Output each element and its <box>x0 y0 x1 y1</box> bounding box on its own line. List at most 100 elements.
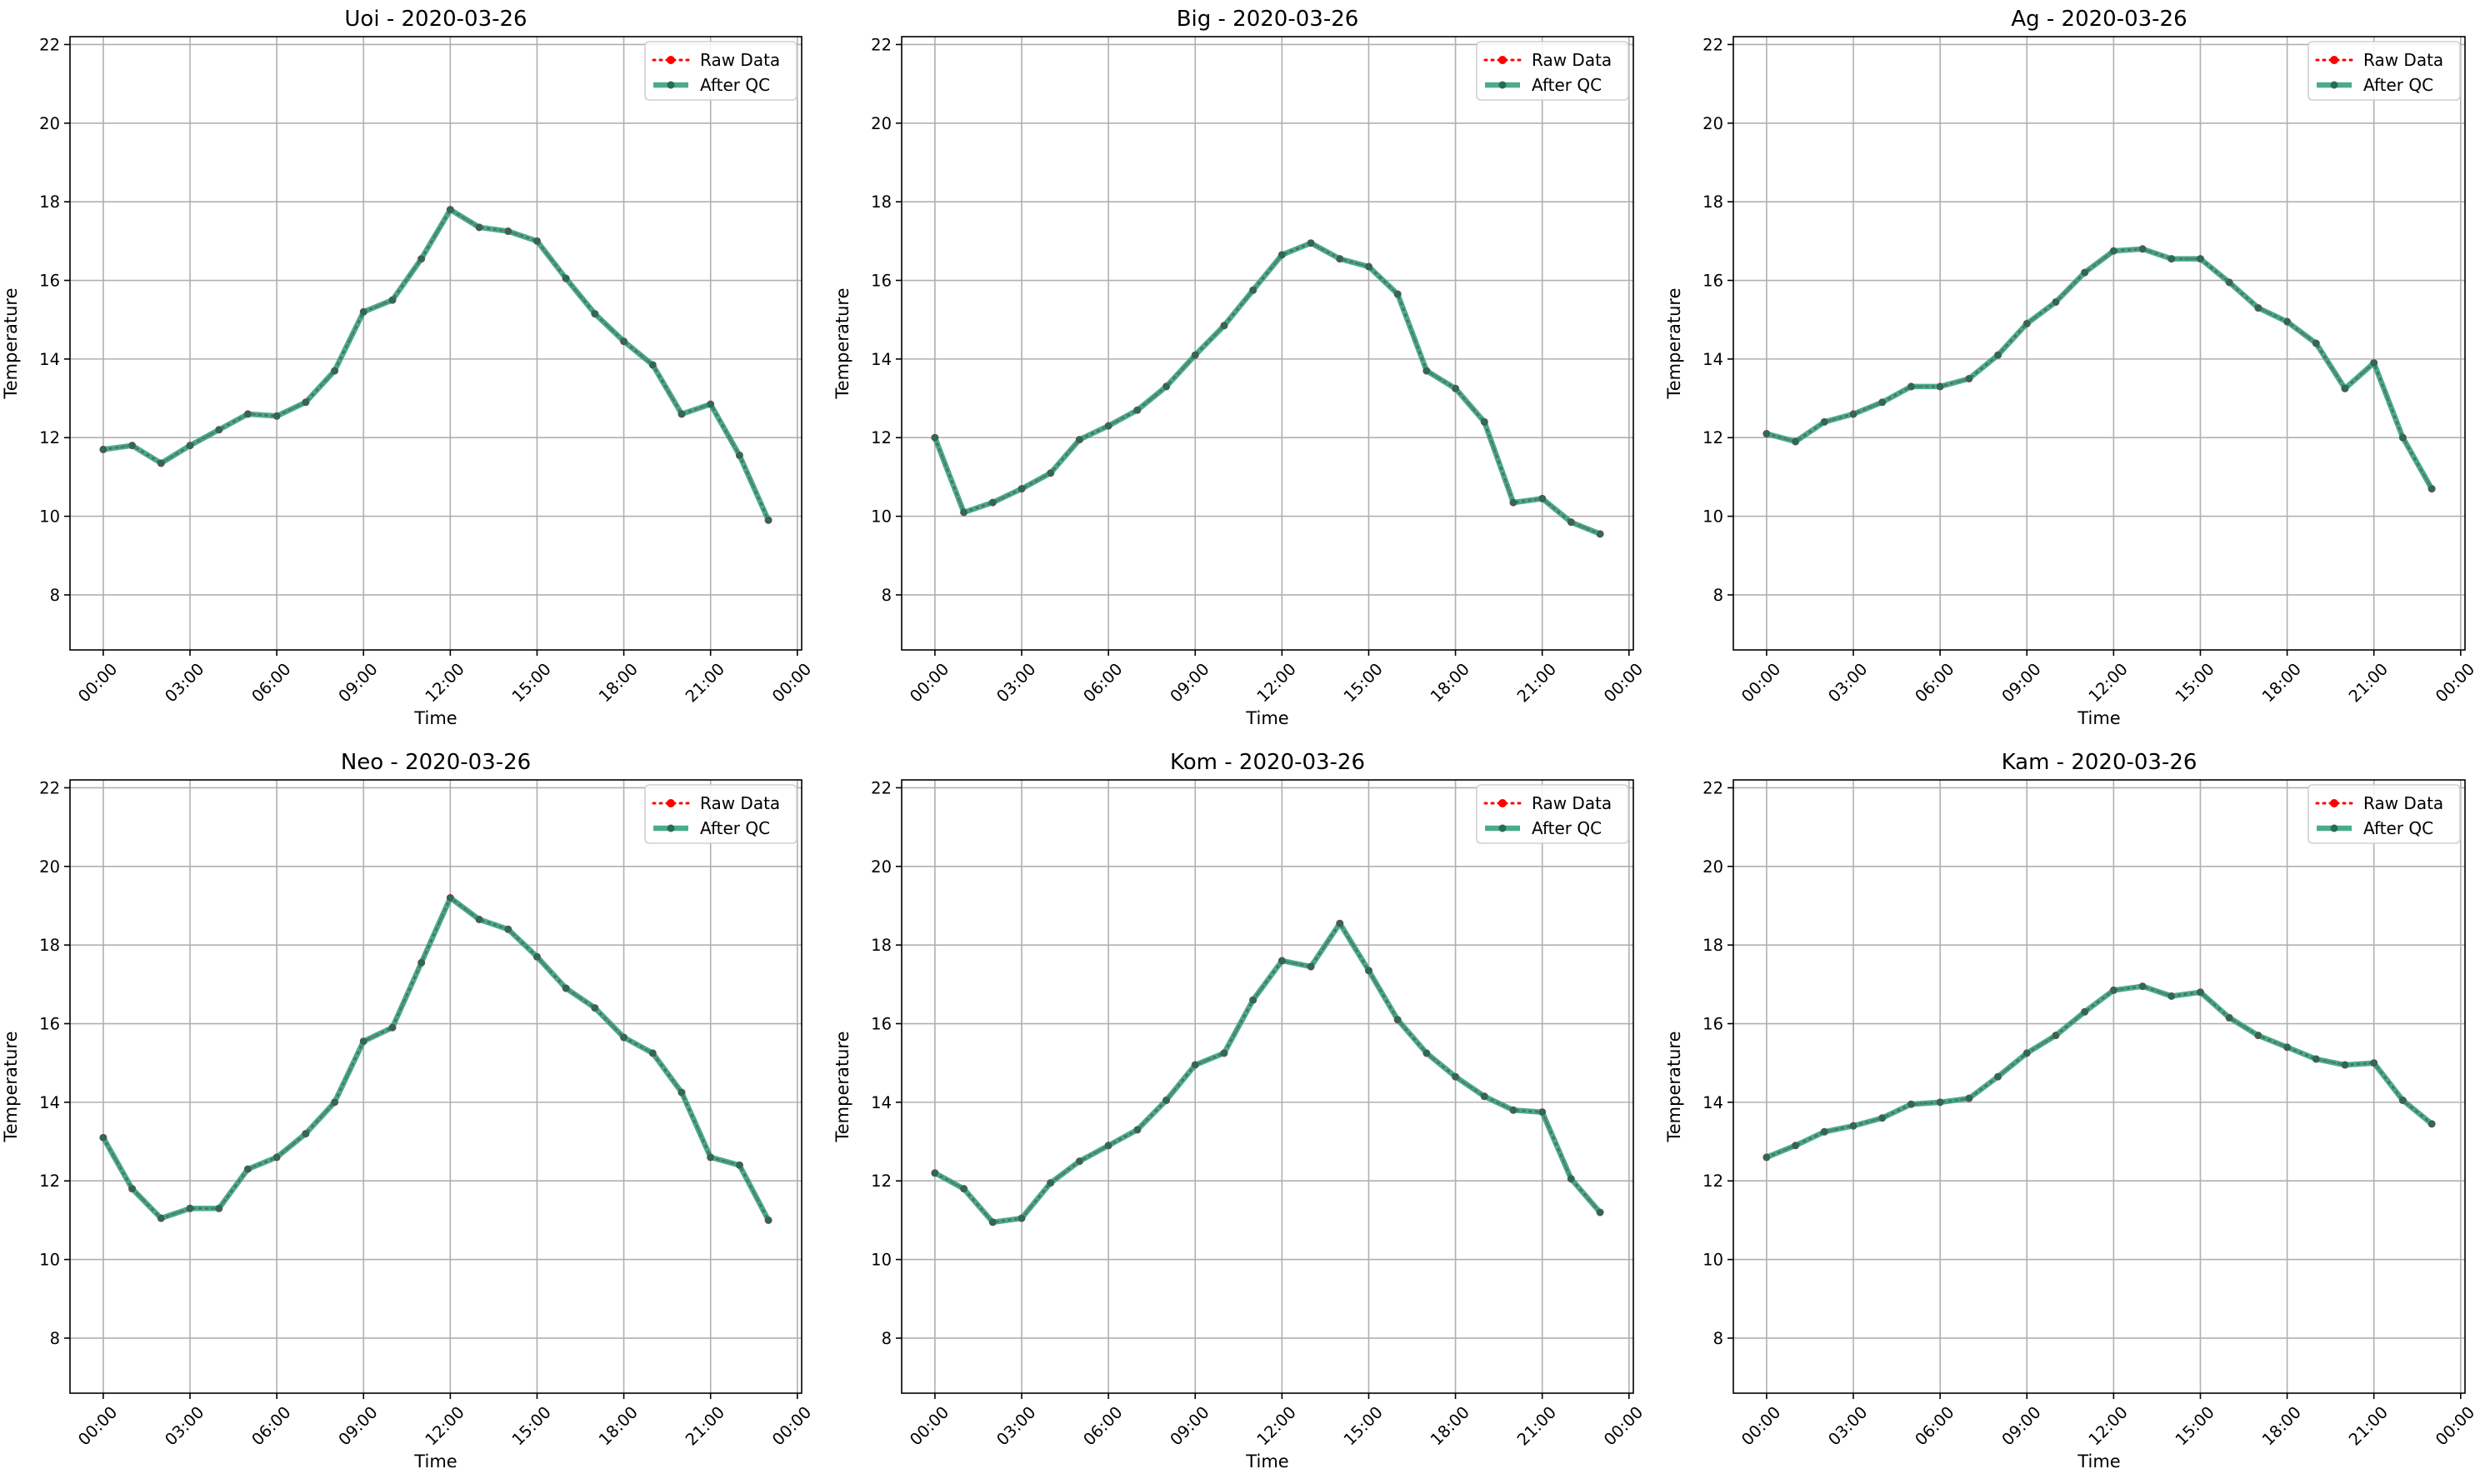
y-tick-label: 18 <box>39 936 60 955</box>
chart-title: Neo - 2020-03-26 <box>341 750 531 775</box>
after-qc-point <box>1307 239 1315 247</box>
after-qc-point <box>2225 1014 2233 1022</box>
x-tick-label: 12:00 <box>422 1402 468 1449</box>
x-axis-label: Time <box>1245 708 1288 728</box>
y-tick-label: 8 <box>882 586 892 605</box>
after-qc-point <box>2370 1059 2378 1067</box>
subplot-5: 8 10 12 14 16 18 20 22 00:00 03:00 06:00 09:00 12:00… <box>832 750 1647 1472</box>
after-qc-point <box>388 296 397 304</box>
x-tick-label: 00:00 <box>768 659 815 706</box>
after-qc-point <box>2312 339 2320 347</box>
legend-marker-raw <box>667 799 675 807</box>
after-qc-point <box>2138 245 2147 252</box>
y-tick-label: 8 <box>882 1329 892 1348</box>
legend-label-qc: After QC <box>700 75 770 95</box>
after-qc-point <box>1509 498 1518 507</box>
x-tick-label: 06:00 <box>1080 659 1127 706</box>
raw-data-overlay <box>933 242 1601 535</box>
after-qc-point <box>1762 1153 1771 1162</box>
y-tick-label: 14 <box>871 350 892 369</box>
y-tick-label: 10 <box>871 507 892 527</box>
x-axis-label: Time <box>2077 708 2120 728</box>
after-qc-point <box>2110 247 2118 255</box>
legend-label-raw: Raw Data <box>700 50 780 70</box>
x-tick-label: 12:00 <box>1253 1402 1300 1449</box>
y-tick-label: 22 <box>1702 35 1723 54</box>
after-qc-point <box>2052 1032 2060 1039</box>
y-tick-label: 20 <box>871 857 892 877</box>
after-qc-point <box>2081 1008 2088 1016</box>
y-tick-label: 16 <box>1702 272 1723 291</box>
after-qc-line <box>1766 246 2434 491</box>
x-axis-label: Time <box>1245 1452 1288 1472</box>
after-qc-line <box>102 207 772 522</box>
after-qc-line <box>932 240 1602 537</box>
after-qc-point <box>2428 1120 2436 1128</box>
y-tick-label: 22 <box>871 35 892 54</box>
y-tick-label: 18 <box>39 192 60 212</box>
x-tick-label: 12:00 <box>1253 659 1300 706</box>
legend-label-raw: Raw Data <box>700 793 780 813</box>
x-tick-label: 00:00 <box>906 1402 952 1449</box>
axes-frame <box>901 36 1634 651</box>
legend-label-qc: After QC <box>1532 818 1602 838</box>
after-qc-point <box>1104 1142 1112 1149</box>
after-qc-point <box>1908 1101 1915 1108</box>
after-qc-point <box>1481 1092 1488 1100</box>
y-tick-label: 10 <box>39 507 60 527</box>
raw-data-overlay <box>1766 985 2432 1158</box>
after-qc-point <box>2081 268 2088 277</box>
x-tick-label: 00:00 <box>74 659 121 706</box>
after-qc-point <box>272 412 281 420</box>
x-tick-label: 21:00 <box>1513 659 1560 706</box>
x-tick-label: 03:00 <box>161 659 208 706</box>
y-tick-label: 22 <box>1702 778 1723 797</box>
legend: Raw Data After QC <box>2308 41 2461 101</box>
y-tick-label: 16 <box>1702 1015 1723 1034</box>
x-tick-label: 03:00 <box>161 1402 208 1449</box>
y-tick-label: 16 <box>871 272 892 291</box>
raw-data-line <box>102 896 770 1222</box>
after-qc-point <box>1568 518 1575 526</box>
after-qc-point <box>1278 251 1286 259</box>
after-qc-point <box>2399 434 2407 442</box>
y-axis-label: Temperature <box>1 287 21 399</box>
after-qc-point <box>764 517 772 524</box>
y-tick-label: 14 <box>1702 1093 1723 1112</box>
legend-marker-qc <box>2330 824 2338 832</box>
y-tick-label: 20 <box>39 857 60 877</box>
y-tick-label: 22 <box>39 778 60 797</box>
chart-title: Kom - 2020-03-26 <box>1170 750 1365 775</box>
after-qc-point <box>764 1217 772 1224</box>
x-tick-label: 12:00 <box>2085 659 2132 706</box>
x-tick-label: 21:00 <box>682 659 728 706</box>
after-qc-point <box>215 1205 222 1212</box>
y-tick-label: 18 <box>1702 936 1723 955</box>
axes-frame <box>1732 36 2466 651</box>
after-qc-point <box>1133 407 1142 414</box>
x-tick-label: 12:00 <box>2085 1402 2132 1449</box>
y-axis-label: Temperature <box>1664 287 1684 399</box>
x-tick-label: 09:00 <box>335 1402 382 1449</box>
y-tick-label: 8 <box>1713 586 1723 605</box>
y-tick-label: 10 <box>1702 507 1723 527</box>
after-qc-point <box>186 1205 194 1212</box>
y-tick-label: 20 <box>1702 114 1723 133</box>
after-qc-point <box>2312 1055 2320 1063</box>
after-qc-point <box>1393 1016 1402 1023</box>
after-qc-point <box>2168 992 2175 1000</box>
y-tick-label: 22 <box>871 778 892 797</box>
x-axis-label: Time <box>2077 1452 2120 1472</box>
after-qc-point <box>2168 255 2175 262</box>
after-qc-point <box>1422 367 1431 375</box>
x-tick-label: 00:00 <box>74 1402 121 1449</box>
x-tick-label: 09:00 <box>1167 1402 1213 1449</box>
legend-label-qc: After QC <box>2363 818 2433 838</box>
x-tick-label: 03:00 <box>992 659 1039 706</box>
after-qc-point <box>533 237 541 245</box>
y-tick-label: 22 <box>39 35 60 54</box>
after-qc-point <box>1278 957 1286 965</box>
raw-data-overlay <box>102 896 769 1221</box>
x-tick-label: 00:00 <box>2432 1402 2478 1449</box>
axes-frame <box>69 779 802 1394</box>
